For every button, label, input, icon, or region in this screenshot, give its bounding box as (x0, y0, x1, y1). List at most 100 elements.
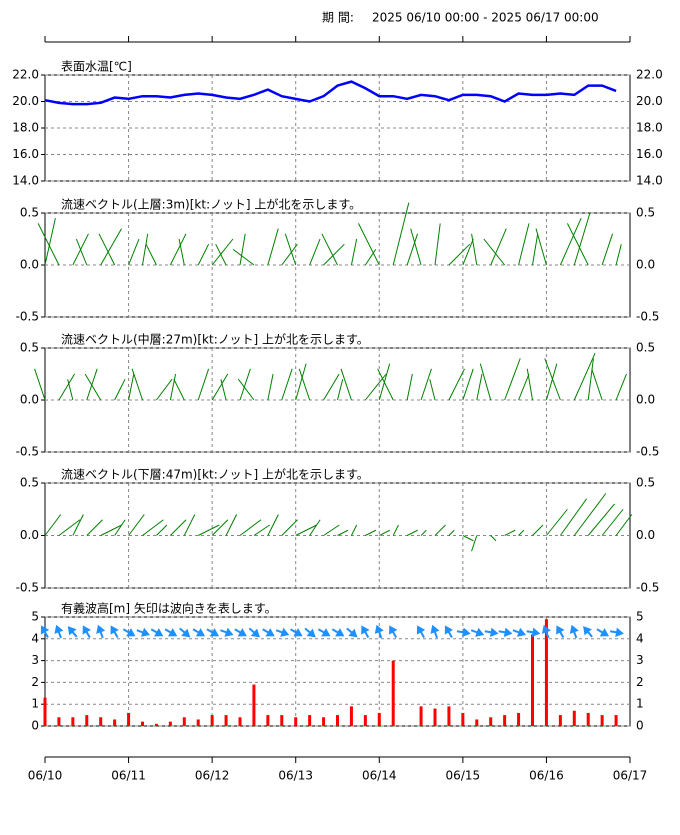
wave-arrow (541, 624, 551, 639)
current-vector (587, 503, 615, 536)
wave-bar (586, 712, 590, 726)
y-tick-label-right: 0 (636, 719, 644, 733)
current-vector (142, 233, 149, 266)
period-label: 期 間: (322, 11, 354, 25)
wave-arrow (526, 627, 541, 637)
current-vector (225, 514, 238, 536)
wave-bar (322, 717, 326, 726)
current-vector (490, 228, 507, 266)
wave-arrow (275, 627, 290, 637)
wave-arrow (583, 626, 593, 638)
current-vector (128, 373, 135, 401)
y-tick-label: -0.5 (16, 310, 39, 324)
current-vector (504, 358, 521, 401)
current-vector (178, 238, 185, 266)
current-vector (281, 519, 298, 536)
wave-arrow (192, 628, 206, 637)
y-tick-label-right: 22.0 (636, 68, 663, 82)
y-tick-label: 0.5 (20, 341, 39, 355)
current-vector (142, 519, 164, 536)
current-vector (197, 524, 220, 536)
wave-arrow (317, 628, 331, 637)
y-tick-label-right: 2 (636, 675, 644, 689)
current-vector (295, 524, 317, 536)
current-vector (281, 243, 298, 266)
current-vector (410, 228, 422, 266)
current-vector (364, 249, 377, 266)
wave-arrow (54, 624, 64, 639)
y-tick-label: 0.5 (20, 206, 39, 220)
y-tick-label: -0.5 (16, 581, 39, 595)
wave-arrow (150, 628, 164, 637)
current-vector (267, 228, 279, 266)
current-vector (86, 368, 98, 401)
current-vector (615, 244, 622, 266)
wave-arrow (262, 628, 275, 637)
current-vector (573, 212, 591, 266)
y-tick-label: 16.0 (12, 147, 39, 161)
current-vector (237, 378, 255, 401)
current-vector (156, 378, 173, 401)
current-vector (518, 529, 525, 536)
wave-bar (336, 715, 339, 726)
current-vector (44, 218, 56, 266)
current-vector (462, 238, 474, 266)
y-tick-label: 22.0 (12, 68, 39, 82)
wave-arrow (456, 627, 471, 637)
y-tick-label-right: 0.0 (636, 393, 655, 407)
wave-bar (224, 715, 228, 726)
wave-arrow (304, 627, 316, 638)
current-vector (406, 233, 419, 266)
current-vector (239, 519, 262, 536)
wave-bar (558, 715, 562, 726)
current-vector (471, 535, 478, 552)
current-vector (350, 524, 358, 536)
current-vector (377, 368, 394, 401)
current-vector (429, 379, 436, 401)
y-tick-label: 0.5 (20, 476, 39, 490)
wave-bar (210, 715, 214, 726)
wave-bar (517, 712, 521, 726)
current-vector (169, 233, 187, 266)
current-vector (58, 519, 81, 536)
current-vector (197, 243, 210, 266)
wave-arrow (248, 627, 261, 638)
x-tick-label: 06/15 (446, 769, 481, 783)
current-vector (490, 535, 497, 542)
current-vector (392, 524, 399, 536)
y-tick-label: 0.0 (20, 528, 39, 542)
wave-bar (377, 712, 381, 726)
wave-bar (141, 721, 144, 726)
wave-arrow (96, 624, 106, 639)
current-vector (365, 529, 377, 536)
current-vector (526, 368, 533, 401)
y-tick-label-right: 0.0 (636, 528, 655, 542)
y-tick-label-right: 18.0 (636, 121, 663, 135)
x-tick-label: 06/16 (529, 769, 564, 783)
wave-arrow (164, 628, 178, 637)
wave-arrow (512, 627, 527, 637)
current-vector (44, 514, 62, 536)
current-vector (587, 358, 594, 401)
wave-bar (349, 706, 353, 726)
wave-bar (461, 712, 465, 726)
panel-title: 表面水温[℃] (61, 60, 132, 74)
y-tick-label: 3 (31, 653, 39, 667)
current-vector (183, 514, 196, 536)
y-tick-label: 4 (31, 631, 39, 645)
current-vector (131, 368, 143, 401)
wave-bar (252, 684, 256, 726)
y-tick-label-right: 4 (636, 631, 644, 645)
y-tick-label-right: 0.5 (636, 206, 655, 220)
current-vector (220, 379, 227, 401)
x-tick-label: 06/11 (111, 769, 146, 783)
x-tick-label: 06/14 (362, 769, 397, 783)
wave-arrow (67, 626, 78, 638)
y-tick-label: 0 (31, 719, 39, 733)
wave-arrow (484, 627, 499, 637)
current-vector (615, 514, 633, 536)
y-tick-label-right: 0.5 (636, 476, 655, 490)
current-vector (281, 368, 293, 401)
current-vector (323, 524, 340, 536)
current-vector (591, 368, 603, 401)
